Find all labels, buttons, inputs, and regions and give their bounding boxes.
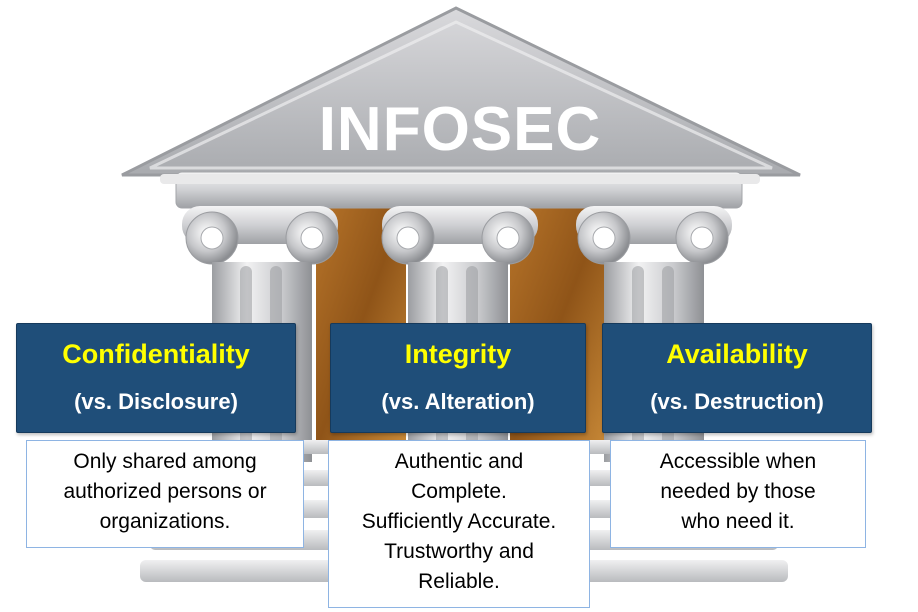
description-line: who need it. — [681, 510, 795, 533]
description-line: Only shared among — [73, 450, 257, 473]
capital-middle — [381, 206, 538, 265]
description-availability: Accessible when needed by those who need… — [610, 440, 866, 548]
description-line: Complete. — [411, 480, 507, 503]
description-confidentiality: Only shared among authorized persons or … — [26, 440, 304, 548]
pillar-title-confidentiality: Confidentiality — [62, 339, 250, 369]
description-line: Sufficiently Accurate. — [361, 510, 557, 533]
description-line: Trustworthy and — [384, 540, 534, 563]
description-line: Accessible when — [659, 450, 817, 473]
pillar-subtitle-confidentiality: (vs. Disclosure) — [74, 389, 238, 414]
pillar-title-integrity: Integrity — [404, 339, 512, 369]
description-line: authorized persons or — [63, 480, 267, 503]
description-line: Reliable. — [418, 570, 500, 593]
temple-title: INFOSEC — [319, 95, 602, 164]
pillar-title-availability: Availability — [666, 339, 808, 369]
pillar-box-availability: Availability (vs. Destruction) — [602, 323, 872, 433]
description-line: Authentic and — [394, 450, 524, 473]
capital-left — [182, 206, 339, 265]
description-line: organizations. — [99, 510, 231, 533]
pillar-subtitle-availability: (vs. Destruction) — [650, 389, 824, 414]
description-integrity: Authentic and Complete. Sufficiently Acc… — [328, 440, 590, 608]
pillar-box-confidentiality: Confidentiality (vs. Disclosure) — [16, 323, 296, 433]
pillar-box-integrity: Integrity (vs. Alteration) — [330, 323, 586, 433]
capital-right — [576, 206, 732, 265]
pillar-subtitle-integrity: (vs. Alteration) — [381, 389, 535, 414]
description-line: needed by those — [660, 480, 816, 503]
